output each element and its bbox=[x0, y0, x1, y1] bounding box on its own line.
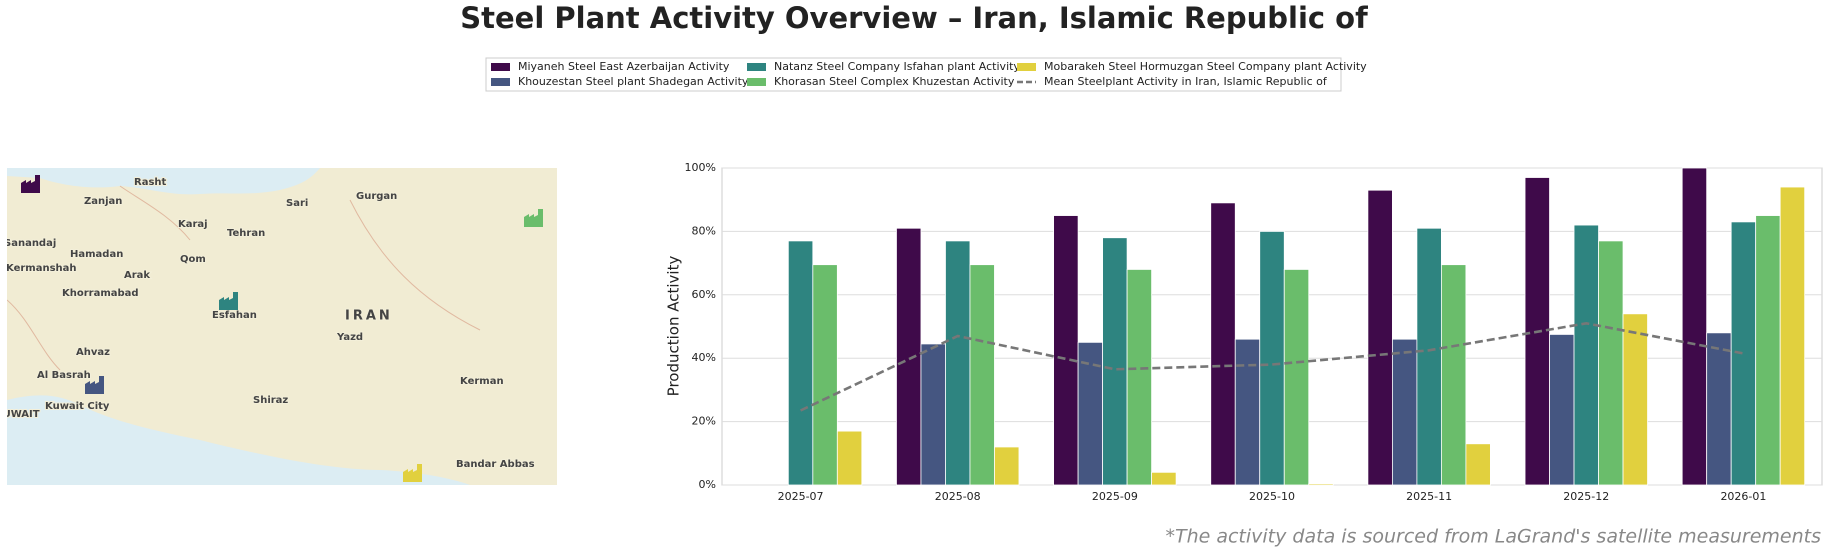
persian-gulf bbox=[7, 395, 470, 485]
bar bbox=[1465, 443, 1491, 486]
map-label: Hamadan bbox=[70, 249, 123, 260]
bar bbox=[1549, 334, 1575, 486]
bar bbox=[920, 343, 946, 486]
bar bbox=[1598, 240, 1624, 486]
y-tick-label: 100% bbox=[685, 161, 716, 174]
legend-label: Miyaneh Steel East Azerbaijan Activity bbox=[518, 60, 730, 73]
x-tick-label: 2026-01 bbox=[1720, 490, 1766, 503]
bar bbox=[1779, 186, 1806, 486]
bar bbox=[969, 264, 995, 486]
bar bbox=[1126, 269, 1153, 486]
y-tick-label: 80% bbox=[692, 224, 716, 237]
x-tick-label: 2025-12 bbox=[1563, 490, 1609, 503]
bar bbox=[945, 240, 971, 486]
map-label: Arak bbox=[124, 270, 150, 281]
caspian-sea bbox=[7, 168, 320, 195]
map-label: Gurgan bbox=[356, 191, 397, 202]
bar bbox=[1077, 341, 1104, 486]
bar bbox=[994, 446, 1020, 486]
y-tick-label: 60% bbox=[692, 288, 716, 301]
x-tick-label: 2025-11 bbox=[1406, 490, 1452, 503]
map-label: Bandar Abbas bbox=[456, 459, 535, 470]
map-label: Sanandaj bbox=[4, 238, 56, 249]
plant-icon bbox=[85, 376, 104, 394]
x-tick-label: 2025-07 bbox=[778, 490, 824, 503]
bar bbox=[1234, 338, 1261, 486]
roads bbox=[7, 185, 481, 371]
legend-swatch bbox=[747, 63, 766, 71]
bar bbox=[1283, 269, 1310, 486]
map-label: Karaj bbox=[178, 219, 208, 230]
bar bbox=[1308, 483, 1334, 486]
x-tick-label: 2025-08 bbox=[935, 490, 981, 503]
y-tick-label: 40% bbox=[692, 351, 716, 364]
bar bbox=[787, 240, 814, 486]
plant-icon bbox=[403, 464, 422, 482]
bar bbox=[1151, 471, 1177, 486]
map-label: KUWAIT bbox=[0, 409, 40, 420]
map-label: Esfahan bbox=[212, 310, 257, 321]
map-label: Ahvaz bbox=[76, 347, 110, 358]
plant-icon bbox=[21, 175, 40, 193]
bar bbox=[1755, 215, 1781, 486]
plant-icons bbox=[21, 175, 543, 482]
y-tick-label: 20% bbox=[692, 415, 716, 428]
legend-label: Mobarakeh Steel Hormuzgan Steel Company … bbox=[1044, 60, 1367, 73]
y-axis-label: Production Activity bbox=[665, 256, 683, 397]
bar bbox=[1622, 313, 1648, 486]
map-label: Shiraz bbox=[253, 395, 288, 406]
legend-swatch bbox=[491, 63, 510, 71]
legend-label: Mean Steelplant Activity in Iran, Islami… bbox=[1044, 75, 1328, 88]
legend-label: Khouzestan Steel plant Shadegan Activity bbox=[518, 75, 749, 88]
footnote: *The activity data is sourced from LaGra… bbox=[1165, 526, 1821, 548]
legend-swatch bbox=[747, 78, 766, 86]
legend-swatch bbox=[1017, 63, 1036, 71]
legend-label: Natanz Steel Company Isfahan plant Activ… bbox=[774, 60, 1020, 73]
map-label: Rasht bbox=[134, 177, 167, 188]
bar bbox=[1102, 237, 1128, 486]
map-label: Yazd bbox=[336, 332, 363, 343]
map-label: Zanjan bbox=[84, 196, 122, 207]
bar bbox=[1573, 224, 1599, 486]
bar bbox=[1259, 230, 1285, 486]
bar bbox=[1730, 221, 1757, 486]
mean-line bbox=[800, 322, 1744, 412]
bar bbox=[1416, 227, 1442, 486]
y-tick-label: 0% bbox=[699, 478, 716, 491]
map-label: Kuwait City bbox=[45, 401, 110, 412]
legend-swatch bbox=[491, 78, 510, 86]
bar bbox=[1706, 332, 1732, 486]
plant-icon bbox=[219, 292, 238, 310]
bar bbox=[896, 227, 922, 486]
bar bbox=[1681, 167, 1708, 486]
bar bbox=[1391, 338, 1418, 486]
map: Rasht Zanjan Sari Gurgan Karaj Tehran Sanandaj… bbox=[0, 168, 557, 485]
map-label: Qom bbox=[180, 254, 206, 265]
chart-title: Steel Plant Activity Overview – Iran, Is… bbox=[460, 1, 1368, 35]
map-label: IRAN bbox=[345, 309, 393, 324]
map-label: Tehran bbox=[227, 228, 265, 239]
bar bbox=[1210, 202, 1236, 486]
bar bbox=[812, 264, 838, 486]
bar bbox=[836, 430, 863, 486]
legend bbox=[485, 57, 1342, 92]
x-tick-label: 2025-09 bbox=[1092, 490, 1138, 503]
bar bbox=[1440, 264, 1467, 486]
map-label: Khorramabad bbox=[62, 288, 139, 299]
map-label: Kermanshah bbox=[6, 263, 77, 274]
map-label: Kerman bbox=[460, 376, 504, 387]
bar bbox=[1367, 189, 1393, 486]
legend-label: Khorasan Steel Complex Khuzestan Activit… bbox=[774, 75, 1015, 88]
map-label: Al Basrah bbox=[37, 370, 91, 381]
x-tick-label: 2025-10 bbox=[1249, 490, 1295, 503]
plant-icon bbox=[524, 209, 543, 227]
bar bbox=[1053, 215, 1079, 486]
map-label: Sari bbox=[286, 198, 308, 209]
